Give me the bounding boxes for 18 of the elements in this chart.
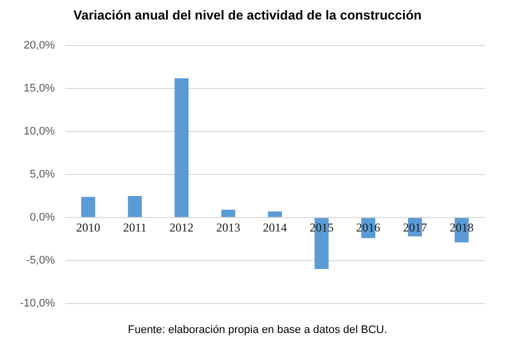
y-tick-label: 10,0% <box>24 126 56 138</box>
bar <box>81 196 96 217</box>
y-tick-label: 15,0% <box>24 82 56 95</box>
bar <box>268 211 282 217</box>
x-tick-label: 2011 <box>123 220 147 235</box>
chart-title: Variación anual del nivel de actividad de la construcción <box>73 7 422 22</box>
y-tick-label: -10,0% <box>20 297 56 310</box>
bar <box>128 196 142 217</box>
x-tick-label: 2010 <box>76 220 100 235</box>
x-tick-label: 2013 <box>216 220 240 235</box>
x-tick-label: 2012 <box>170 220 194 235</box>
y-tick-label: 20,0% <box>24 40 56 52</box>
x-tick-label: 2014 <box>262 220 287 235</box>
y-tick-label: 5,0% <box>30 168 56 181</box>
y-tick-label: -5,0% <box>26 254 56 266</box>
source-note: Fuente: elaboración propia en base a datos del BCU. <box>126 324 388 336</box>
bar <box>221 210 236 217</box>
y-tick-label: 0,0% <box>30 212 56 224</box>
